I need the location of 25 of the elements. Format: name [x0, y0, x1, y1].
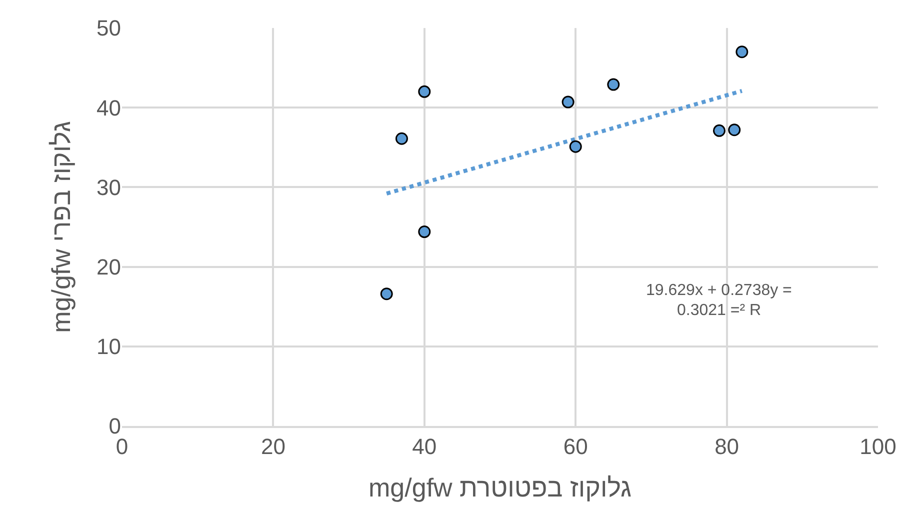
x-tick-label: 100: [860, 434, 896, 460]
x-tick-label: 80: [714, 434, 740, 460]
y-tick-label: 50: [96, 16, 121, 41]
y-axis-title: mg/gfw גלוקוז בפרי: [46, 121, 76, 333]
y-tick-label: 10: [96, 334, 121, 360]
point: [418, 226, 431, 238]
x-tick-label: 60: [563, 434, 588, 460]
point: [380, 288, 393, 300]
y-tick-label: 0: [108, 414, 121, 439]
x-tick-label: 40: [412, 434, 437, 460]
y-tick-label: 40: [96, 95, 121, 120]
point: [728, 124, 741, 136]
y-tick-label: 20: [96, 254, 121, 280]
annotation: 0.3021 =² R: [677, 302, 762, 319]
y-tick-label: 30: [96, 174, 121, 200]
point: [712, 124, 726, 137]
point: [736, 46, 748, 58]
annotation: 19.629x + 0.2738y =: [646, 282, 792, 299]
x-axis-title: mg/gfw גלוקוז בפטוטרת: [368, 472, 632, 502]
x-tick-label: 20: [260, 434, 286, 460]
point: [395, 132, 408, 145]
point: [607, 78, 620, 91]
point: [569, 140, 582, 153]
point: [562, 96, 574, 108]
point: [418, 85, 431, 98]
